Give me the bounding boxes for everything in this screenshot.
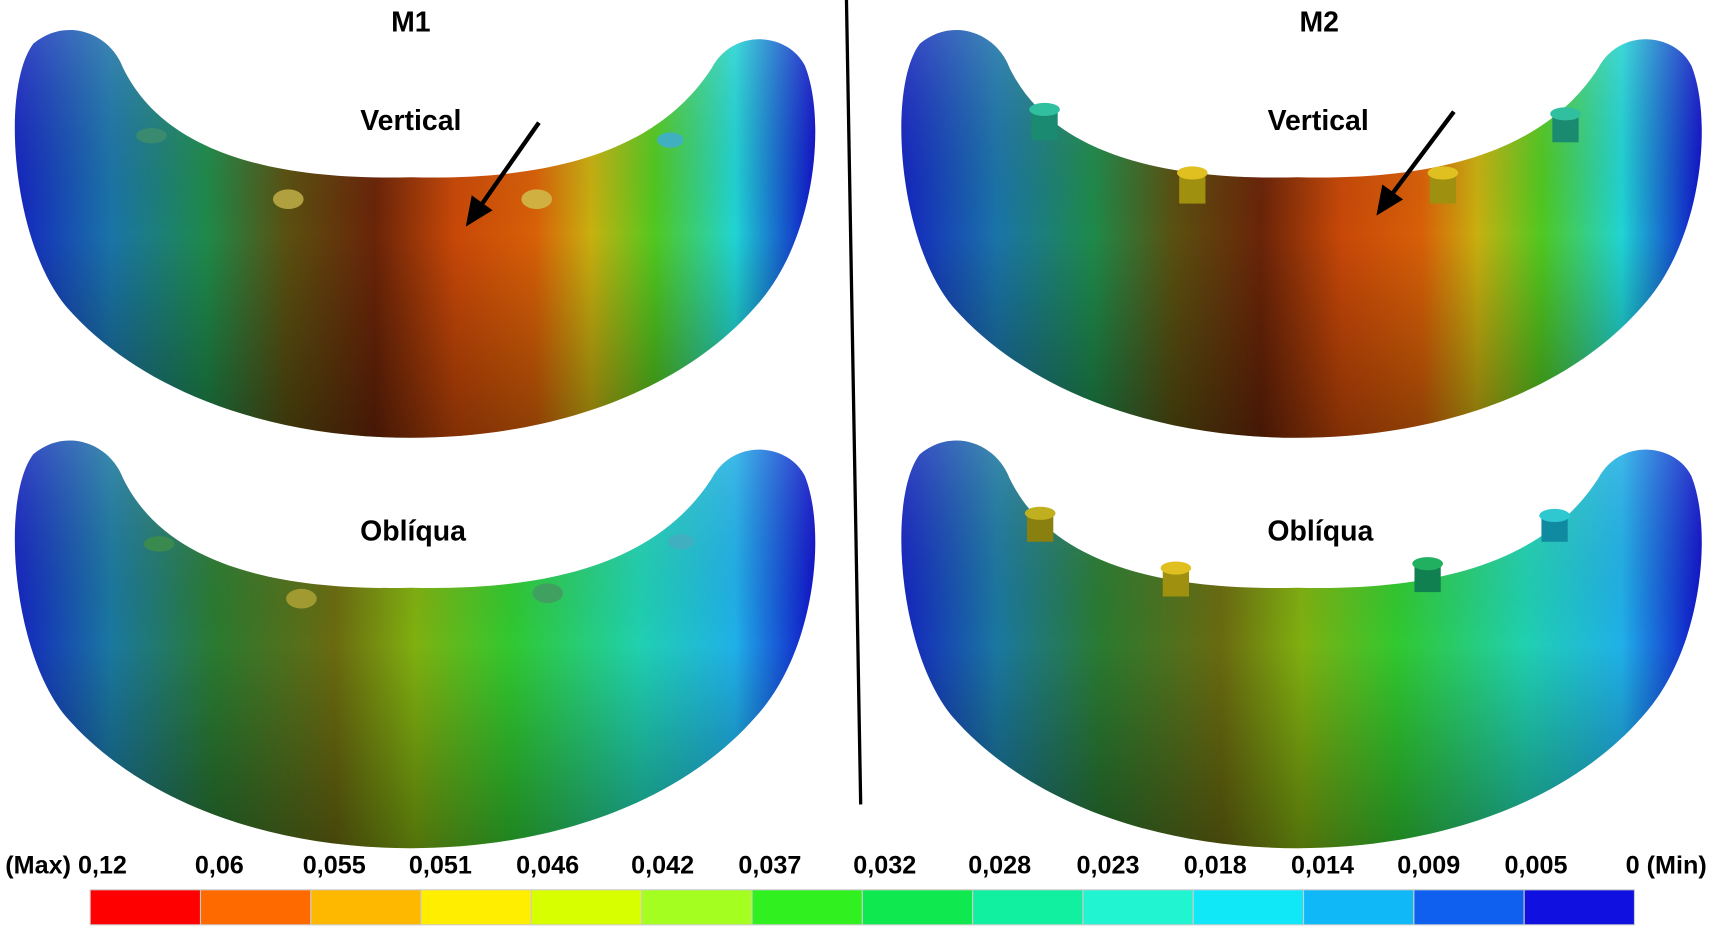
legend-label: 0,005 bbox=[1504, 851, 1567, 879]
legend-label: 0,046 bbox=[516, 851, 579, 879]
view-label: Oblíqua bbox=[1267, 516, 1373, 548]
view-label: Vertical bbox=[1268, 105, 1369, 137]
legend-swatch bbox=[973, 890, 1083, 925]
legend-label: 0,023 bbox=[1077, 851, 1140, 879]
legend-label: 0,018 bbox=[1184, 851, 1247, 879]
legend-label: 0,028 bbox=[968, 851, 1031, 879]
legend-swatch bbox=[90, 890, 200, 925]
legend-swatch bbox=[531, 890, 641, 925]
legend-swatch bbox=[752, 890, 862, 925]
legend-swatch bbox=[311, 890, 421, 925]
model-m2-obliqua bbox=[901, 440, 1701, 848]
legend-label: 0,037 bbox=[738, 851, 801, 879]
view-label: Oblíqua bbox=[360, 516, 466, 548]
legend-swatch bbox=[862, 890, 972, 925]
view-label: Vertical bbox=[360, 105, 461, 137]
legend-swatch bbox=[421, 890, 531, 925]
legend-swatch bbox=[201, 890, 311, 925]
model-m1-obliqua bbox=[15, 440, 815, 848]
divider bbox=[846, 0, 860, 804]
panel-title: M1 bbox=[391, 7, 431, 39]
legend-label: 0,051 bbox=[409, 851, 472, 879]
legend-swatch bbox=[642, 890, 752, 925]
model-m2-vertical bbox=[901, 30, 1701, 438]
legend-swatch bbox=[1524, 890, 1634, 925]
legend-swatch bbox=[1193, 890, 1303, 925]
legend-label: 0,032 bbox=[853, 851, 916, 879]
panel-title: M2 bbox=[1300, 7, 1340, 39]
legend-swatch bbox=[1414, 890, 1524, 925]
legend: (Max) 0,12 0,06 0,055 0,051 0,046 0,042 0,037 0… bbox=[5, 851, 1706, 924]
figure: M1 M2 Vertical Oblíqua Vertical Oblíqua … bbox=[0, 0, 1717, 927]
legend-swatch bbox=[1304, 890, 1414, 925]
legend-label: 0,055 bbox=[303, 851, 366, 879]
model-m1-vertical bbox=[15, 30, 815, 438]
legend-label: 0 (Min) bbox=[1626, 851, 1707, 879]
legend-label: 0,06 bbox=[195, 851, 244, 879]
legend-label: 0,042 bbox=[631, 851, 694, 879]
legend-swatch bbox=[1083, 890, 1193, 925]
legend-label: (Max) 0,12 bbox=[5, 851, 127, 879]
legend-label: 0,009 bbox=[1397, 851, 1460, 879]
legend-label: 0,014 bbox=[1291, 851, 1354, 879]
